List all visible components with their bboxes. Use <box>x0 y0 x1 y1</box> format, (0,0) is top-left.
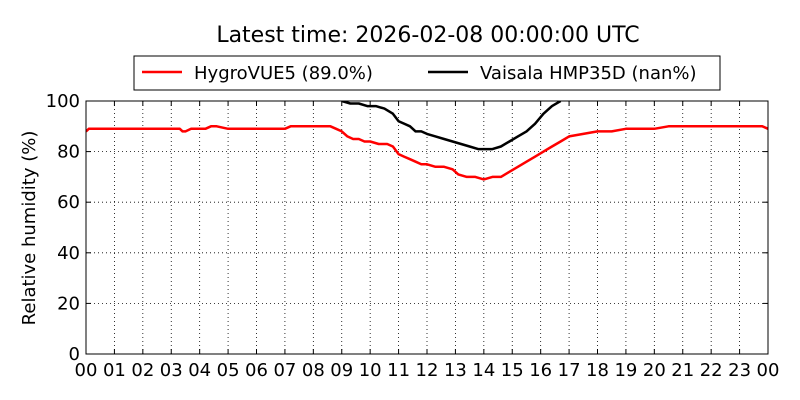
x-tick-label: 10 <box>359 360 382 381</box>
x-tick-label: 09 <box>330 360 353 381</box>
series-layer <box>86 101 768 181</box>
x-tick-label: 23 <box>728 360 751 381</box>
x-tick-label: 20 <box>643 360 666 381</box>
y-tick-label: 0 <box>69 344 80 365</box>
x-tick-label: 11 <box>387 360 410 381</box>
y-tick-label: 100 <box>46 91 80 112</box>
x-tick-label: 19 <box>614 360 637 381</box>
y-tick-label: 40 <box>57 243 80 264</box>
legend-label-hygrovue5: HygroVUE5 (89.0%) <box>194 63 373 84</box>
x-tick-label: 18 <box>586 360 609 381</box>
y-tick-label: 80 <box>57 142 80 163</box>
x-tick-label: 15 <box>501 360 524 381</box>
x-tick-label: 08 <box>302 360 325 381</box>
legend-label-vaisala: Vaisala HMP35D (nan%) <box>480 63 697 84</box>
y-axis: 0 20 40 60 80 100 <box>46 91 768 365</box>
series-line-hygrovue5 <box>86 125 768 181</box>
x-tick-label: 01 <box>103 360 126 381</box>
x-tick-label: 21 <box>671 360 694 381</box>
chart-title: Latest time: 2026-02-08 00:00:00 UTC <box>216 23 639 48</box>
x-tick-label: 06 <box>245 360 268 381</box>
x-tick-label: 04 <box>188 360 211 381</box>
x-tick-label: 14 <box>472 360 495 381</box>
x-tick-label: 00 <box>75 360 98 381</box>
x-tick-label: 05 <box>217 360 240 381</box>
x-tick-label: 16 <box>529 360 552 381</box>
legend: HygroVUE5 (89.0%) Vaisala HMP35D (nan%) <box>133 55 721 91</box>
x-tick-label: 13 <box>444 360 467 381</box>
plot-frame <box>85 100 769 355</box>
x-tick-label: 00 <box>757 360 780 381</box>
series-line-vaisala <box>341 101 562 151</box>
y-axis-label: Relative humidity (%) <box>19 131 40 326</box>
y-tick-label: 20 <box>57 293 80 314</box>
x-tick-label: 07 <box>273 360 296 381</box>
y-tick-label: 60 <box>57 192 80 213</box>
x-tick-label: 17 <box>558 360 581 381</box>
x-axis: 00 01 02 03 04 05 06 07 08 09 10 11 12 13 14 15 16 17 18 19… <box>75 101 780 381</box>
x-tick-label: 02 <box>131 360 154 381</box>
x-tick-label: 22 <box>700 360 723 381</box>
x-tick-label: 12 <box>416 360 439 381</box>
legend-box <box>133 55 721 91</box>
x-tick-label: 03 <box>160 360 183 381</box>
grid <box>86 101 768 354</box>
